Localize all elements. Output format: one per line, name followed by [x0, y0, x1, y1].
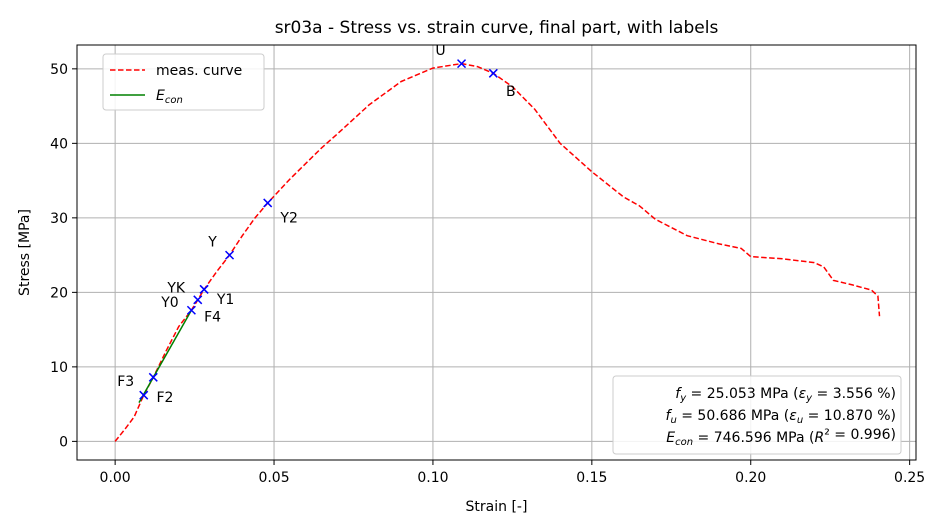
legend-entry-label: meas. curve	[156, 63, 242, 79]
y-tick-label: 20	[50, 285, 68, 301]
point-label: Y0	[160, 295, 178, 311]
point-label: YK	[166, 281, 186, 297]
x-tick-label: 0.15	[576, 470, 607, 486]
econ-line	[138, 309, 193, 403]
x-tick-label: 0.10	[417, 470, 448, 486]
stats-annotation-box: fy = 25.053 MPa (εy = 3.556 %)fu = 50.68…	[612, 375, 902, 455]
point-marker	[457, 59, 467, 69]
x-tick-label: 0.20	[735, 470, 766, 486]
legend: meas. curve Econ	[102, 53, 265, 111]
legend-label-text: E	[156, 88, 165, 104]
point-label: F3	[117, 374, 134, 390]
annotation-box	[612, 375, 902, 455]
annotation-line: fu = 50.686 MPa (εu = 10.870 %)	[666, 408, 897, 426]
annotation-text2: = 3.556 %)	[812, 386, 896, 402]
legend-label-subscript: con	[165, 95, 183, 106]
point-label: F4	[204, 310, 221, 326]
annotation-sym: f	[666, 408, 673, 424]
annotation-sym2: R	[814, 430, 824, 446]
point-marker	[186, 305, 196, 315]
annotation-sym2: ε	[799, 386, 807, 402]
annotation-text: = 25.053 MPa (	[686, 386, 798, 402]
point-marker	[148, 372, 158, 382]
y-tick-label: 30	[50, 211, 68, 227]
x-axis-label: Strain [-]	[466, 499, 528, 515]
point-label: F2	[156, 390, 173, 406]
y-tick-label: 10	[50, 360, 68, 376]
point-label: Y2	[279, 211, 297, 227]
legend-box	[102, 53, 265, 111]
legend-entry-label: Econ	[156, 88, 183, 106]
point-marker	[193, 295, 203, 305]
point-label: Y	[207, 234, 217, 250]
annotation-sub: u	[670, 415, 676, 426]
annotation-sym: E	[666, 430, 675, 446]
marker-layer: U B Y2 Y YK Y1 Y0 F4 F3 F2	[117, 43, 515, 406]
x-tick-label: 0.05	[258, 470, 289, 486]
annotation-sym2: ε	[789, 408, 797, 424]
annotation-text2: = 10.870 %)	[803, 408, 896, 424]
ticks: 0.00 0.05 0.10 0.15 0.20 0.25 0 10 20 30 40 50	[50, 62, 925, 486]
x-tick-label: 0.00	[100, 470, 131, 486]
annotation-sub: con	[675, 437, 693, 448]
plot-frame	[76, 44, 917, 461]
point-marker	[488, 68, 498, 78]
annotation-line: Econ = 746.596 MPa (R² = 0.996)	[666, 427, 896, 448]
y-tick-label: 40	[50, 136, 68, 152]
point-marker	[139, 390, 149, 400]
y-tick-label: 0	[59, 434, 68, 450]
y-axis-label: Stress [MPa]	[17, 209, 33, 296]
annotation-sym: f	[675, 386, 682, 402]
point-label: Y1	[216, 292, 234, 308]
point-marker	[225, 250, 235, 260]
point-label: B	[506, 84, 516, 100]
point-marker	[199, 284, 209, 294]
chart-title: sr03a - Stress vs. strain curve, final p…	[275, 18, 719, 38]
annotation-sub: y	[679, 393, 687, 404]
point-marker	[263, 198, 273, 208]
legend-label-text: meas. curve	[156, 63, 242, 79]
annotation-text: = 50.686 MPa (	[677, 408, 789, 424]
annotation-text: = 746.596 MPa (	[693, 430, 814, 446]
y-tick-label: 50	[50, 62, 68, 78]
annotation-sub2: y	[805, 393, 813, 404]
annotation-line: fy = 25.053 MPa (εy = 3.556 %)	[675, 386, 896, 404]
annotation-sub2: u	[797, 415, 803, 426]
annotation-text2: ² = 0.996)	[824, 427, 896, 443]
point-label: U	[435, 43, 445, 59]
x-tick-label: 0.25	[894, 470, 925, 486]
